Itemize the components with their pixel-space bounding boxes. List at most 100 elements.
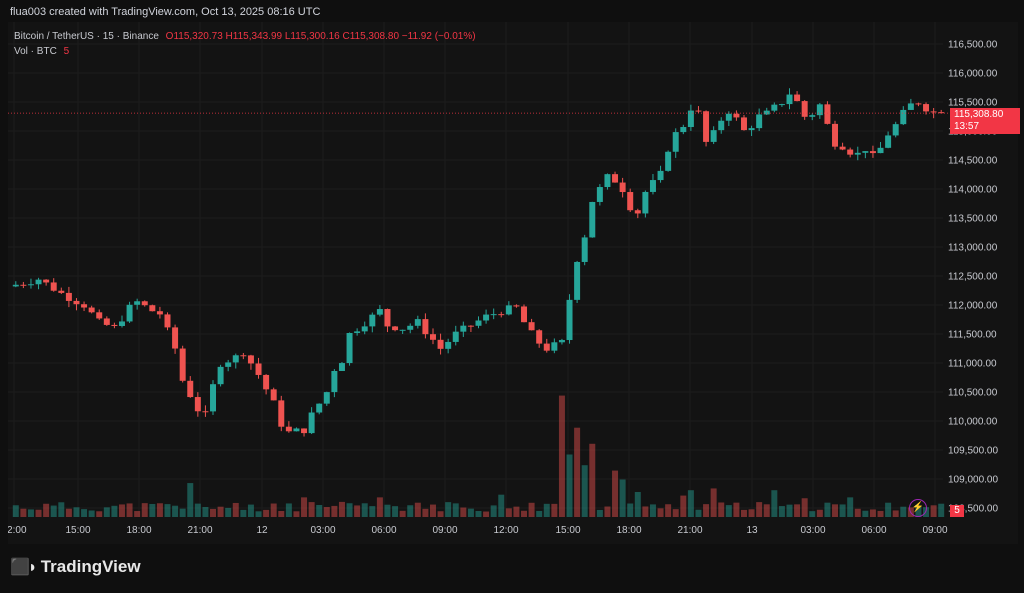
time-tick-label: 09:00 (432, 525, 457, 536)
volume-bar (498, 494, 505, 517)
price-tick-label: 115,500.00 (948, 98, 998, 109)
candle-body (58, 290, 65, 293)
candle-body (740, 117, 747, 131)
volume-bar (194, 503, 201, 517)
candle-body (285, 426, 292, 432)
price-tick-label: 112,000.00 (948, 301, 998, 312)
candle-body (672, 132, 679, 152)
volume-bar (832, 504, 839, 517)
candle-body (771, 104, 778, 111)
volume-bar (27, 509, 34, 517)
volume-bar (50, 505, 57, 517)
price-tick-label: 113,000.00 (948, 243, 998, 254)
candle-body (460, 325, 467, 332)
volume-bar (490, 505, 497, 517)
candle-body (437, 339, 444, 349)
volume-bar (452, 503, 459, 517)
price-tick-label: 111,500.00 (948, 330, 997, 341)
candle-body (907, 103, 914, 110)
candle-body (604, 174, 611, 188)
volume-bar (816, 509, 823, 517)
price-tick-label: 114,000.00 (948, 185, 998, 196)
volume-bar (619, 479, 626, 517)
volume-bar (323, 507, 330, 517)
candle-body (164, 314, 171, 328)
volume-bar (376, 497, 383, 517)
candle-body (483, 314, 490, 321)
volume-bar (316, 504, 323, 517)
candle-body (392, 326, 399, 331)
candle-body (422, 319, 429, 335)
candle-body (634, 210, 641, 214)
candle-body (475, 320, 482, 326)
candle-body (399, 329, 406, 331)
candle-body (270, 389, 277, 401)
candle-body (923, 104, 930, 112)
candle-body (938, 112, 945, 114)
time-tick-label: 12:00 (8, 525, 27, 536)
price-candles (12, 88, 945, 437)
volume-bar (809, 511, 816, 517)
volume-bar (73, 507, 80, 517)
volume-bar (293, 511, 300, 517)
volume-bar (725, 505, 732, 517)
volume-bar (111, 505, 118, 517)
candle-body (111, 324, 118, 326)
price-tick-label: 114,500.00 (948, 156, 998, 167)
candle-body (832, 123, 839, 147)
price-tick-label: 110,000.00 (948, 417, 998, 428)
volume-bar (187, 483, 194, 517)
time-tick-label: 15:00 (65, 525, 90, 536)
legend-volume-label[interactable]: Vol · BTC (14, 46, 57, 57)
candle-body (786, 94, 793, 105)
price-tick-label: 110,500.00 (948, 388, 998, 399)
volume-bar (149, 503, 156, 517)
candle-body (649, 180, 656, 192)
time-axis[interactable]: 12:00 15:00 18:00 21:00 12 03:00 06:00 09:00 12:… (8, 525, 948, 536)
price-tick-label: 112,500.00 (948, 272, 998, 283)
candle-body (801, 101, 808, 117)
candle-body (824, 104, 831, 124)
candle-body (445, 341, 452, 349)
candle-body (141, 301, 148, 306)
candle-body (718, 120, 725, 131)
chart-pane[interactable] (8, 22, 1018, 544)
candle-body (338, 363, 345, 371)
volume-bar (794, 504, 801, 517)
volume-bar (938, 503, 945, 517)
legend-symbol[interactable]: Bitcoin / TetherUS · 15 · Binance (14, 31, 159, 42)
volume-bar (634, 492, 641, 517)
candle-body (930, 111, 937, 113)
candle-body (331, 370, 338, 393)
volume-bar (536, 510, 543, 517)
time-tick-label: 13 (746, 525, 758, 536)
candle-body (20, 284, 27, 286)
price-tick-label: 109,500.00 (948, 446, 998, 457)
volume-badge: 5 (950, 505, 964, 517)
volume-bar (748, 509, 755, 517)
volume-bar (467, 508, 474, 517)
candle-body (763, 110, 770, 115)
candle-body (900, 109, 907, 125)
volume-bar (877, 510, 884, 517)
volume-bar (612, 470, 619, 517)
volume-bar (354, 505, 361, 517)
chart-legend: Bitcoin / TetherUS · 15 · Binance O115,3… (14, 29, 480, 59)
candle-body (12, 284, 19, 287)
volume-bar (695, 509, 702, 517)
candlestick-chart[interactable]: 116,500.00116,000.00115,500.00115,000.00… (8, 22, 1018, 544)
lightning-bolt-icon[interactable]: ⚡ (909, 499, 927, 517)
volume-bar (513, 506, 520, 517)
volume-bar (869, 509, 876, 517)
candle-body (657, 170, 664, 181)
volume-bar (581, 465, 588, 517)
volume-bar (81, 509, 88, 517)
candle-body (528, 322, 535, 331)
volume-bar (301, 497, 308, 517)
volume-bar (505, 508, 512, 517)
candle-body (301, 428, 308, 434)
volume-bar (35, 509, 42, 517)
tradingview-footer: ⬛◗ TradingView (10, 557, 141, 577)
candle-body (566, 299, 573, 341)
volume-bar (657, 508, 664, 517)
